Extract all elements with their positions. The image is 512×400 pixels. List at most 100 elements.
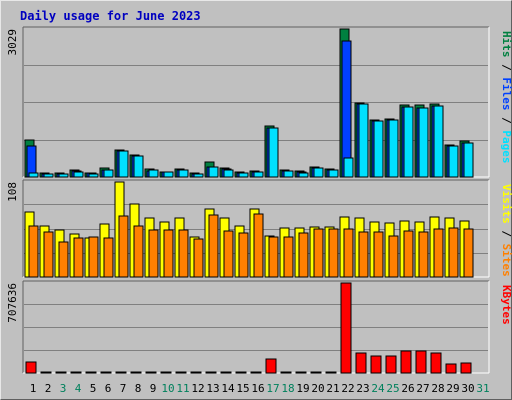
bar-pages-day-2 bbox=[43, 173, 54, 178]
bar-sites-day-5 bbox=[88, 236, 99, 278]
x-tick-label-day-6: 6 bbox=[105, 382, 112, 395]
bar-pages-day-27 bbox=[418, 107, 429, 178]
bar-kbytes-day-26 bbox=[400, 350, 412, 374]
bar-files-day-22 bbox=[341, 40, 352, 178]
bar-sites-day-8 bbox=[133, 225, 144, 278]
bar-sites-day-23 bbox=[358, 231, 369, 278]
bar-pages-day-30 bbox=[463, 142, 474, 178]
bar-sites-day-11 bbox=[178, 229, 189, 278]
bar-pages-day-13 bbox=[208, 166, 219, 178]
bar-kbytes-day-21 bbox=[325, 371, 337, 374]
bar-kbytes-day-12 bbox=[190, 371, 202, 374]
bar-kbytes-day-5 bbox=[85, 371, 97, 374]
bar-kbytes-day-17 bbox=[265, 358, 277, 374]
bar-kbytes-day-10 bbox=[160, 371, 172, 374]
panel-legend: Hits / Files / Pages bbox=[500, 31, 512, 164]
bar-sites-day-2 bbox=[43, 231, 54, 278]
bar-kbytes-day-28 bbox=[430, 352, 442, 374]
panel-legend: Visits / Sites bbox=[500, 184, 512, 277]
x-tick-label-day-8: 8 bbox=[135, 382, 142, 395]
bar-pages-day-4 bbox=[73, 171, 84, 178]
bar-sites-day-27 bbox=[418, 231, 429, 278]
bar-pages-day-10 bbox=[163, 171, 174, 178]
bar-sites-day-28 bbox=[433, 228, 444, 278]
bar-pages-day-25 bbox=[388, 119, 399, 178]
bar-sites-day-1 bbox=[28, 225, 39, 278]
bar-sites-day-26 bbox=[403, 230, 414, 278]
x-tick-label-day-16: 16 bbox=[251, 382, 264, 395]
bar-pages-day-21 bbox=[328, 169, 339, 178]
bar-kbytes-day-15 bbox=[235, 371, 247, 374]
bar-sites-day-17 bbox=[268, 236, 279, 278]
bar-pages-day-12 bbox=[193, 173, 204, 178]
panel-max-label: 108 bbox=[6, 182, 19, 202]
bar-pages-day-28 bbox=[433, 105, 444, 178]
x-tick-label-day-24: 24 bbox=[371, 382, 385, 395]
bar-pages-day-18 bbox=[283, 170, 294, 178]
bar-kbytes-day-2 bbox=[40, 371, 52, 374]
bar-sites-day-21 bbox=[328, 228, 339, 278]
bar-kbytes-day-16 bbox=[250, 371, 262, 374]
bar-sites-day-24 bbox=[373, 231, 384, 278]
legend-entry-visits: Visits bbox=[500, 184, 512, 224]
x-tick-label-day-3: 3 bbox=[60, 382, 67, 395]
bar-pages-day-26 bbox=[403, 106, 414, 178]
bar-kbytes-day-11 bbox=[175, 371, 187, 374]
panel-3: 707636 KBytes bbox=[6, 280, 512, 374]
bar-pages-day-16 bbox=[253, 171, 264, 178]
bar-sites-day-6 bbox=[103, 237, 114, 278]
bar-pages-day-1 bbox=[28, 172, 39, 178]
bar-kbytes-day-4 bbox=[70, 371, 82, 374]
x-tick-label-day-14: 14 bbox=[221, 382, 235, 395]
bar-sites-day-19 bbox=[298, 232, 309, 278]
x-tick-label-day-5: 5 bbox=[90, 382, 97, 395]
bar-kbytes-day-29 bbox=[445, 363, 457, 374]
x-tick-label-day-30: 30 bbox=[461, 382, 474, 395]
bar-pages-day-19 bbox=[298, 172, 309, 178]
bar-kbytes-day-8 bbox=[130, 371, 142, 374]
bar-pages-day-22 bbox=[343, 157, 354, 178]
x-tick-label-day-21: 21 bbox=[326, 382, 339, 395]
bar-pages-day-6 bbox=[103, 169, 114, 178]
x-tick-label-day-17: 17 bbox=[266, 382, 279, 395]
x-tick-label-day-4: 4 bbox=[75, 382, 82, 395]
x-tick-label-day-19: 19 bbox=[296, 382, 309, 395]
x-tick-label-day-28: 28 bbox=[431, 382, 444, 395]
panel-max-label: 707636 bbox=[6, 283, 19, 323]
legend-entry-files: Files bbox=[500, 77, 512, 110]
bar-kbytes-day-9 bbox=[145, 371, 157, 374]
bar-pages-day-9 bbox=[148, 169, 159, 178]
x-tick-label-day-11: 11 bbox=[176, 382, 189, 395]
bar-sites-day-30 bbox=[463, 228, 474, 278]
bar-sites-day-25 bbox=[388, 235, 399, 278]
bar-pages-day-24 bbox=[373, 120, 384, 178]
bar-kbytes-day-30 bbox=[460, 362, 472, 374]
x-tick-label-day-31: 31 bbox=[476, 382, 489, 395]
bar-sites-day-14 bbox=[223, 230, 234, 278]
bar-pages-day-8 bbox=[133, 155, 144, 178]
chart-title: Daily usage for June 2023 bbox=[20, 9, 201, 23]
bar-sites-day-18 bbox=[283, 236, 294, 278]
bar-pages-day-23 bbox=[358, 103, 369, 178]
x-tick-label-day-12: 12 bbox=[191, 382, 204, 395]
x-tick-label-day-23: 23 bbox=[356, 382, 369, 395]
bar-sites-day-16 bbox=[253, 213, 264, 278]
bar-pages-day-5 bbox=[88, 173, 99, 178]
bar-kbytes-day-22 bbox=[340, 282, 352, 374]
legend-entry-hits: Hits bbox=[500, 31, 512, 58]
bar-kbytes-day-14 bbox=[220, 371, 232, 374]
bar-sites-day-9 bbox=[148, 229, 159, 278]
bar-sites-day-3 bbox=[58, 241, 69, 278]
bar-pages-day-20 bbox=[313, 167, 324, 178]
legend-separator: / bbox=[500, 224, 512, 244]
x-tick-label-day-7: 7 bbox=[120, 382, 127, 395]
x-tick-label-day-27: 27 bbox=[416, 382, 429, 395]
x-tick-label-day-15: 15 bbox=[236, 382, 249, 395]
bar-sites-day-22 bbox=[343, 228, 354, 278]
x-tick-label-day-22: 22 bbox=[341, 382, 354, 395]
bar-sites-day-29 bbox=[448, 227, 459, 278]
legend-entry-sites: Sites bbox=[500, 244, 512, 277]
bar-pages-day-11 bbox=[178, 169, 189, 178]
x-tick-label-day-20: 20 bbox=[311, 382, 324, 395]
bar-kbytes-day-23 bbox=[355, 352, 367, 374]
